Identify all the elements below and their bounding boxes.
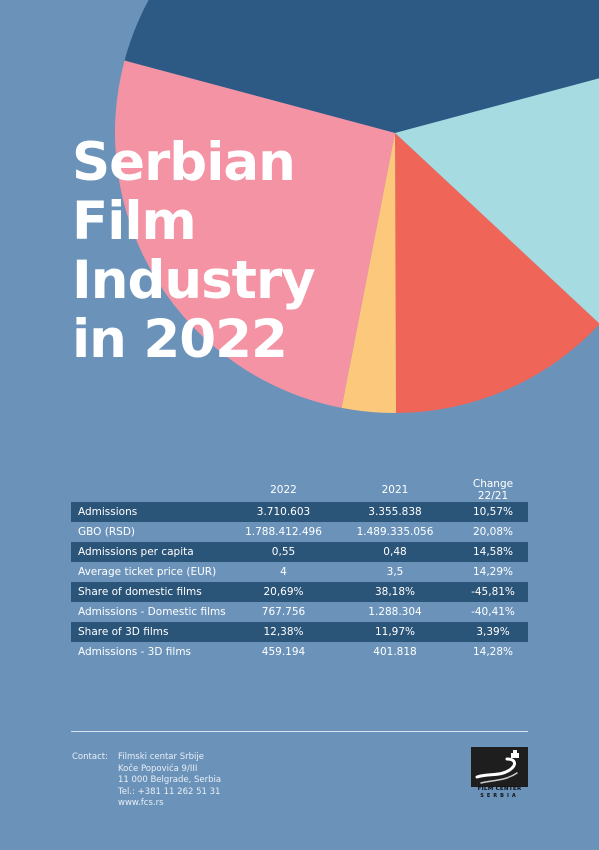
pie-slices bbox=[114, 0, 599, 413]
value-2022: 1.788.412.496 bbox=[245, 526, 322, 538]
pie-slice-yellow bbox=[341, 133, 396, 413]
value-2022: 459.194 bbox=[261, 646, 306, 658]
row-label: GBO (RSD) bbox=[78, 526, 135, 538]
title-line: in 2022 bbox=[72, 309, 288, 370]
value-2022: 12,38% bbox=[235, 622, 332, 642]
logo-emblem bbox=[471, 747, 528, 787]
value-2021: 11,97% bbox=[332, 622, 458, 642]
pie-slice-navy bbox=[124, 0, 599, 133]
pie-slice-light-blue bbox=[395, 78, 599, 324]
row-label: Admissions bbox=[71, 502, 235, 522]
value-2021: 1.288.304 bbox=[368, 606, 422, 618]
footer-divider bbox=[71, 731, 528, 732]
value-change: 20,08% bbox=[472, 526, 514, 538]
header-cell bbox=[71, 478, 235, 502]
value-2022: 3.710.603 bbox=[235, 502, 332, 522]
value-2021: 1.489.335.056 bbox=[356, 526, 434, 538]
table-row: Admissions 3.710.603 3.355.838 10,57% bbox=[71, 502, 528, 522]
pie-slice-pink bbox=[114, 60, 395, 408]
value-change: 3,39% bbox=[458, 622, 528, 642]
value-2022: 0,55 bbox=[235, 542, 332, 562]
table-header-row: 2022 2021 Change 22/21 bbox=[71, 478, 528, 502]
pie-slice-coral bbox=[395, 133, 599, 413]
value-2021: 3.355.838 bbox=[332, 502, 458, 522]
value-2021: 0,48 bbox=[332, 542, 458, 562]
row-label: Admissions per capita bbox=[71, 542, 235, 562]
value-2021: 401.818 bbox=[373, 646, 417, 658]
table-row: Share of 3D films 12,38% 11,97% 3,39% bbox=[71, 622, 528, 642]
table-row: Admissions - Domestic films 767.756 1.28… bbox=[71, 602, 528, 622]
contact-street: Koče Popovića 9/III bbox=[118, 763, 198, 774]
film-reel-road-icon bbox=[475, 750, 519, 784]
header-cell-2022: 2022 bbox=[270, 484, 297, 496]
title-line: Serbian bbox=[72, 132, 296, 193]
row-label: Share of domestic films bbox=[71, 582, 235, 602]
value-change: -40,41% bbox=[471, 606, 515, 618]
value-change: -45,81% bbox=[458, 582, 528, 602]
value-2021: 3,5 bbox=[386, 566, 404, 578]
contact-phone: Tel.: +381 11 262 51 31 bbox=[118, 786, 221, 797]
header-cell-change: Change 22/21 bbox=[472, 478, 514, 502]
contact-website[interactable]: www.fcs.rs bbox=[118, 798, 164, 808]
value-2022: 20,69% bbox=[235, 582, 332, 602]
value-2021: 38,18% bbox=[332, 582, 458, 602]
table-row: Average ticket price (EUR) 4 3,5 14,29% bbox=[71, 562, 528, 582]
value-change: 10,57% bbox=[458, 502, 528, 522]
contact-organization: Filmski centar Srbije bbox=[118, 752, 204, 762]
table-row: Admissions per capita 0,55 0,48 14,58% bbox=[71, 542, 528, 562]
value-change: 14,29% bbox=[472, 566, 514, 578]
row-label: Share of 3D films bbox=[71, 622, 235, 642]
contact-label: Contact: bbox=[72, 752, 108, 762]
value-change: 14,58% bbox=[458, 542, 528, 562]
title-line: Film bbox=[72, 191, 197, 252]
row-label: Average ticket price (EUR) bbox=[78, 566, 217, 578]
value-2022: 767.756 bbox=[261, 606, 306, 618]
table-row: GBO (RSD) 1.788.412.496 1.489.335.056 20… bbox=[71, 522, 528, 542]
logo-wordmark: FILM CENTER bbox=[477, 786, 522, 792]
header-cell-2021: 2021 bbox=[381, 484, 409, 496]
contact-info: Filmski centar Srbije Koče Popovića 9/II… bbox=[118, 752, 221, 810]
value-change: 14,28% bbox=[472, 646, 514, 658]
row-label: Admissions - Domestic films bbox=[78, 606, 226, 618]
logo-subtitle: SERBIA bbox=[480, 793, 519, 799]
value-2022: 4 bbox=[280, 566, 287, 578]
title-line: Industry bbox=[72, 250, 316, 311]
row-label: Admissions - 3D films bbox=[78, 646, 192, 658]
statistics-table: 2022 2021 Change 22/21 Admissions 3.710.… bbox=[71, 478, 528, 662]
film-center-serbia-logo: FILM CENTER SERBIA bbox=[471, 747, 528, 799]
contact-city: 11 000 Belgrade, Serbia bbox=[118, 775, 222, 785]
table-row: Share of domestic films 20,69% 38,18% -4… bbox=[71, 582, 528, 602]
table-row: Admissions - 3D films 459.194 401.818 14… bbox=[71, 642, 528, 662]
page-title: Serbian Film Industry in 2022 bbox=[72, 133, 372, 369]
